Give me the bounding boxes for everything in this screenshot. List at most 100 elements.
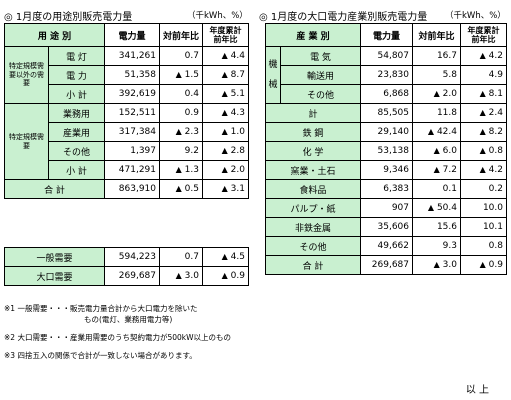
cell-fy: 10.0 bbox=[482, 203, 503, 213]
row-label: 輸送用 bbox=[280, 65, 361, 85]
col-header-volume: 電力量 bbox=[360, 23, 413, 47]
cell-yoy: 3.0 bbox=[184, 271, 199, 281]
cell-yoy: 2.0 bbox=[442, 89, 457, 99]
cell-fy: 8.1 bbox=[488, 89, 503, 99]
cell-volume: 392,619 bbox=[104, 84, 160, 104]
row-label: その他 bbox=[265, 236, 361, 256]
table-row: その他 1,397 9.2 ▲ 2.8 bbox=[5, 141, 249, 161]
row-label: 大口需要 bbox=[4, 266, 105, 286]
cell-volume: 35,606 bbox=[360, 217, 413, 237]
decrease-marker: ▲ bbox=[479, 51, 486, 60]
table-row: パルプ・紙 907 ▲ 50.4 10.0 bbox=[265, 198, 507, 218]
decrease-marker: ▲ bbox=[221, 146, 228, 155]
cell-volume: 152,511 bbox=[104, 103, 160, 123]
row-label: 食料品 bbox=[265, 179, 361, 199]
table-row: 輸送用 23,830 5.8 4.9 bbox=[266, 65, 507, 85]
row-label: 電 気 bbox=[280, 46, 361, 66]
row-label: 非鉄金属 bbox=[265, 217, 361, 237]
cell-fy: 4.4 bbox=[230, 51, 245, 61]
footnote-1-cont: もの(電灯、業務用電力等) bbox=[84, 315, 173, 324]
decrease-marker: ▲ bbox=[175, 184, 182, 193]
cell-yoy: 0.7 bbox=[184, 51, 199, 61]
cell-volume: 317,384 bbox=[104, 122, 160, 142]
cell-volume: 53,138 bbox=[360, 141, 413, 161]
cell-volume: 269,687 bbox=[360, 255, 413, 275]
cell-yoy: 7.2 bbox=[442, 165, 457, 175]
cell-yoy: 0.4 bbox=[184, 89, 199, 99]
row-label: 一般需要 bbox=[4, 247, 105, 267]
cell-yoy: 3.0 bbox=[442, 260, 457, 270]
cell-yoy: 11.8 bbox=[436, 108, 457, 118]
table-row: 小 計 392,619 0.4 ▲ 5.1 bbox=[5, 84, 249, 104]
decrease-marker: ▲ bbox=[221, 70, 228, 79]
decrease-marker: ▲ bbox=[175, 271, 182, 280]
industry-sales-table: 産 業 別 電力量 対前年比 年度累計前年比 機械 電 気 54,807 16.… bbox=[265, 23, 507, 275]
cell-yoy: 42.4 bbox=[436, 127, 457, 137]
row-label: 電 灯 bbox=[48, 46, 105, 66]
usage-sales-table: 用 途 別 電力量 対前年比 年度累計前年比 特定規模需要以外の需要 電 灯 3… bbox=[4, 23, 249, 199]
group-label-machinery: 機械 bbox=[265, 46, 281, 104]
decrease-marker: ▲ bbox=[221, 184, 228, 193]
table-row: 窯業・土石 9,346 ▲ 7.2 ▲ 4.2 bbox=[265, 160, 507, 180]
table-row: 大口需要 269,687 ▲ 3.0 ▲ 0.9 bbox=[4, 266, 249, 286]
row-label: 小 計 bbox=[48, 160, 105, 180]
cell-yoy: 15.6 bbox=[436, 222, 457, 232]
table-row: 産業用 317,384 ▲ 2.3 ▲ 1.0 bbox=[5, 122, 249, 142]
row-label: 業務用 bbox=[48, 103, 105, 123]
cell-fy: 5.1 bbox=[230, 89, 245, 99]
decrease-marker: ▲ bbox=[479, 108, 486, 117]
cell-volume: 23,830 bbox=[360, 65, 413, 85]
decrease-marker: ▲ bbox=[221, 165, 228, 174]
decrease-marker: ▲ bbox=[175, 165, 182, 174]
row-label: その他 bbox=[48, 141, 105, 161]
footnote-2: ※2 大口需要・・・産業用需要のうち契約電力が500kW以上のもの bbox=[4, 333, 232, 342]
closing-mark: 以 上 bbox=[465, 385, 489, 396]
demand-table: 一般需要 594,223 0.7 ▲ 4.5 大口需要 269,687 ▲ 3.… bbox=[4, 247, 249, 286]
decrease-marker: ▲ bbox=[479, 260, 486, 269]
row-label: 計 bbox=[265, 103, 361, 123]
table-row: 一般需要 594,223 0.7 ▲ 4.5 bbox=[4, 247, 249, 267]
decrease-marker: ▲ bbox=[433, 89, 440, 98]
decrease-marker: ▲ bbox=[221, 271, 228, 280]
cell-fy: 0.9 bbox=[230, 271, 245, 281]
footnote-1: ※1 一般需要・・・販売電力量合計から大口電力を除いた bbox=[4, 304, 198, 313]
cell-fy: 2.8 bbox=[230, 146, 245, 156]
cell-volume: 907 bbox=[360, 198, 413, 218]
cell-fy: 4.2 bbox=[488, 51, 503, 61]
cell-yoy: 9.2 bbox=[184, 146, 199, 156]
col-header-category: 用 途 別 bbox=[4, 23, 105, 47]
row-label: 化 学 bbox=[265, 141, 361, 161]
cell-fy: 3.1 bbox=[230, 184, 245, 194]
cell-fy: 0.8 bbox=[488, 241, 503, 251]
cell-yoy: 0.7 bbox=[184, 252, 199, 262]
decrease-marker: ▲ bbox=[221, 252, 228, 261]
decrease-marker: ▲ bbox=[175, 70, 182, 79]
cell-volume: 49,662 bbox=[360, 236, 413, 256]
cell-volume: 51,358 bbox=[104, 65, 160, 85]
decrease-marker: ▲ bbox=[433, 165, 440, 174]
cell-volume: 6,868 bbox=[360, 84, 413, 104]
decrease-marker: ▲ bbox=[221, 51, 228, 60]
cell-fy: 1.0 bbox=[230, 127, 245, 137]
table-row: 食料品 6,383 0.1 0.2 bbox=[265, 179, 507, 199]
cell-fy: 8.7 bbox=[230, 70, 245, 80]
decrease-marker: ▲ bbox=[221, 89, 228, 98]
cell-volume: 29,140 bbox=[360, 122, 413, 142]
cell-volume: 341,261 bbox=[104, 46, 160, 66]
table-row: 特定規模需要 業務用 152,511 0.9 ▲ 4.3 bbox=[4, 103, 249, 180]
cell-fy: 4.2 bbox=[488, 165, 503, 175]
cell-yoy: 0.9 bbox=[184, 108, 199, 118]
cell-yoy: 2.3 bbox=[184, 127, 199, 137]
cell-fy: 0.2 bbox=[488, 184, 503, 194]
cell-yoy: 16.7 bbox=[436, 51, 457, 61]
cell-fy: 2.4 bbox=[488, 108, 503, 118]
col-header-fy-yoy: 年度累計前年比 bbox=[460, 23, 507, 47]
cell-yoy: 0.1 bbox=[442, 184, 457, 194]
cell-fy: 2.0 bbox=[230, 165, 245, 175]
decrease-marker: ▲ bbox=[221, 108, 228, 117]
table-row: 機械 電 気 54,807 16.7 ▲ 4.2 bbox=[265, 46, 507, 104]
left-table-title: ◎ 1月度の用途別販売電力量 bbox=[4, 12, 133, 23]
row-label: 電 力 bbox=[48, 65, 105, 85]
cell-fy: 10.1 bbox=[482, 222, 503, 232]
cell-yoy: 9.3 bbox=[442, 241, 457, 251]
